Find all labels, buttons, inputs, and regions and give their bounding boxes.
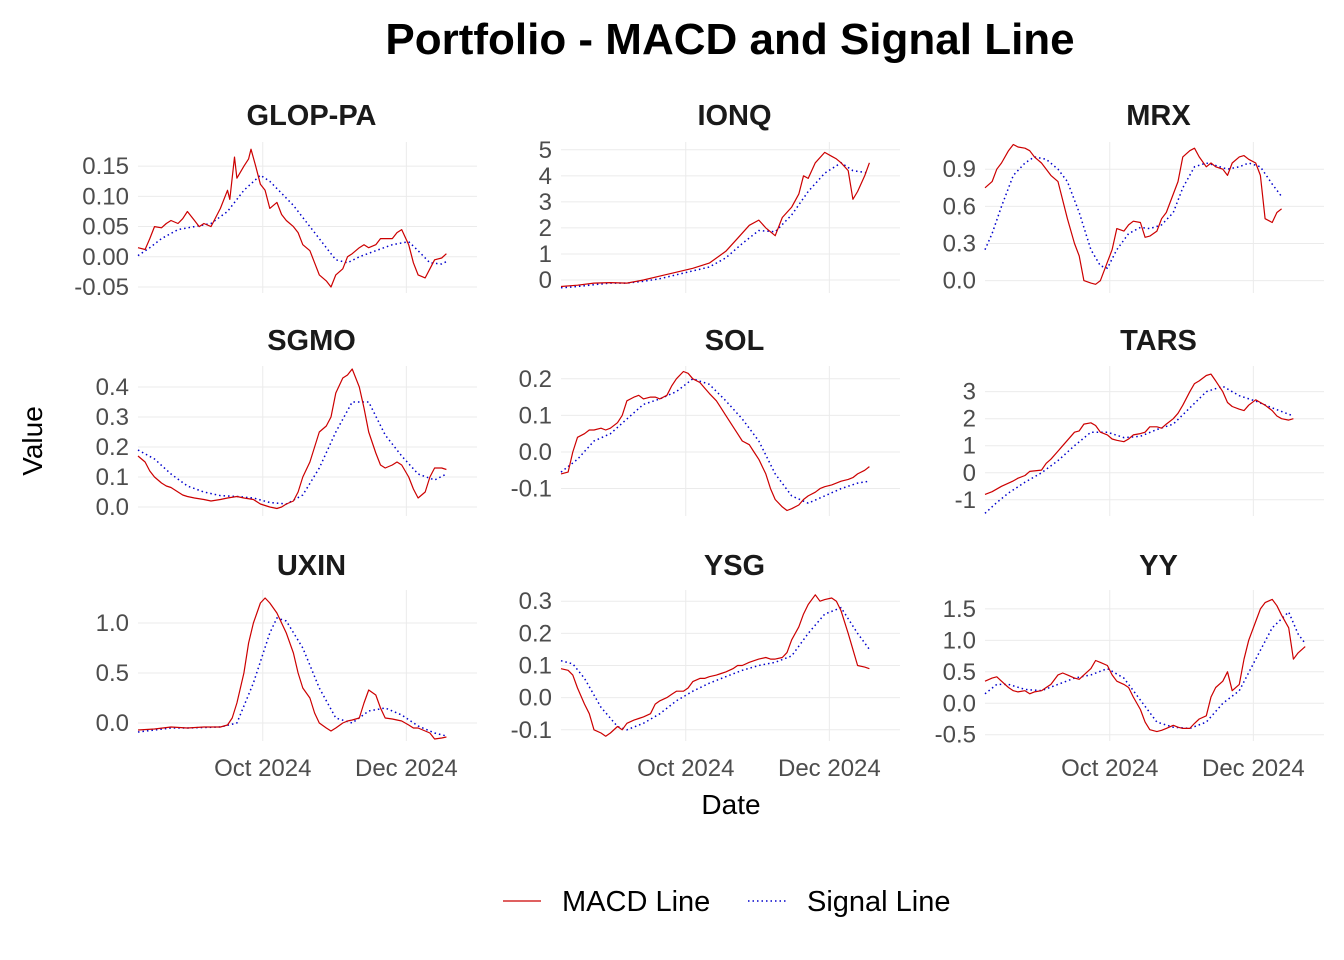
y-tick-label: 5 <box>539 137 552 164</box>
y-tick-label: 0.0 <box>943 690 976 717</box>
macd-line-series <box>560 594 870 737</box>
signal-line-series <box>984 610 1306 730</box>
panel-ysg: -0.1 0.0 0.1 0.2 0.3 YSG Oct 2024 Dec 2024 <box>511 550 900 782</box>
signal-line-series <box>560 161 870 289</box>
y-tick-label: 0.5 <box>96 660 129 687</box>
y-tick-label: 2 <box>539 215 552 242</box>
y-tick-label: 0.2 <box>519 620 552 647</box>
y-tick-label: 0.3 <box>96 404 129 431</box>
panel-title: MRX <box>1126 100 1191 132</box>
y-tick-label: 0.2 <box>519 366 552 393</box>
legend-label-macd: MACD Line <box>562 886 710 918</box>
x-tick-label: Dec 2024 <box>1202 755 1305 782</box>
x-axis-label: Date <box>701 789 760 820</box>
y-tick-label: 0 <box>963 460 976 487</box>
y-tick-label: 0.0 <box>519 685 552 712</box>
y-tick-label: 0.4 <box>96 374 129 401</box>
y-tick-label: 0.05 <box>82 214 129 241</box>
macd-line-series <box>984 143 1282 285</box>
x-tick-label: Dec 2024 <box>778 755 881 782</box>
y-tick-label: 0.3 <box>943 230 976 257</box>
y-tick-label: 1.0 <box>943 627 976 654</box>
y-tick-label: 0.5 <box>943 659 976 686</box>
signal-line-series <box>984 156 1283 270</box>
y-tick-label: 0 <box>539 267 552 294</box>
panel-uxin: 0.0 0.5 1.0 UXIN Oct 2024 Dec 2024 <box>96 550 477 782</box>
panel-glop-pa: -0.05 0.00 0.05 0.10 0.15 GLOP-PA <box>74 100 477 301</box>
macd-line-series <box>137 368 447 510</box>
panel-title: IONQ <box>697 100 771 132</box>
chart-title: Portfolio - MACD and Signal Line <box>385 15 1074 64</box>
signal-line-series <box>560 606 871 731</box>
legend-label-signal: Signal Line <box>807 886 951 918</box>
y-tick-label: 0.15 <box>82 153 129 180</box>
panel-title: SOL <box>705 325 765 357</box>
y-tick-label: 0.9 <box>943 156 976 183</box>
y-tick-label: 3 <box>539 189 552 216</box>
y-tick-label: 0.0 <box>519 439 552 466</box>
panel-sgmo: 0.0 0.1 0.2 0.3 0.4 SGMO <box>96 325 477 521</box>
panel-title: TARS <box>1120 325 1197 357</box>
y-tick-label: 0.1 <box>96 464 129 491</box>
y-tick-label: 0.1 <box>519 402 552 429</box>
y-tick-label: 4 <box>539 163 552 190</box>
macd-line-series <box>984 373 1294 495</box>
x-tick-label: Oct 2024 <box>1061 755 1158 782</box>
signal-line-series <box>560 377 870 505</box>
signal-line-series <box>137 174 447 265</box>
y-tick-label: 0.1 <box>519 653 552 680</box>
signal-line-series <box>137 617 447 737</box>
y-tick-label: -1 <box>955 487 976 514</box>
x-tick-label: Oct 2024 <box>637 755 734 782</box>
y-tick-label: -0.5 <box>935 722 976 749</box>
y-tick-label: 2 <box>963 406 976 433</box>
facet-panels: -0.050.000.050.100.15GLOP-PA012345IONQ0.… <box>74 100 1324 782</box>
y-axis-label: Value <box>17 406 48 476</box>
y-tick-label: 1.0 <box>96 610 129 637</box>
y-tick-label: 0.0 <box>96 710 129 737</box>
panel-mrx: 0.0 0.3 0.6 0.9 MRX <box>943 100 1324 295</box>
y-tick-label: -0.05 <box>74 274 129 301</box>
y-tick-label: -0.1 <box>511 717 552 744</box>
legend: MACD Line Signal Line <box>503 886 951 918</box>
y-tick-label: 0.6 <box>943 193 976 220</box>
y-tick-label: 0.0 <box>943 268 976 295</box>
panel-title: YY <box>1139 550 1178 582</box>
y-tick-label: 0.0 <box>96 494 129 521</box>
x-tick-label: Dec 2024 <box>355 755 458 782</box>
macd-line-series <box>560 151 870 288</box>
panel-sol: -0.1 0.0 0.1 0.2 SOL <box>511 325 900 516</box>
y-tick-label: 1 <box>539 241 552 268</box>
panel-title: GLOP-PA <box>247 100 377 132</box>
signal-line-series <box>984 385 1294 514</box>
panel-yy: -0.5 0.0 0.5 1.0 1.5 YY Oct 2024 Dec 2024 <box>935 550 1324 782</box>
macd-line-series <box>137 148 447 288</box>
y-tick-label: 0.00 <box>82 244 129 271</box>
y-tick-label: 0.10 <box>82 183 129 210</box>
macd-line-series <box>984 598 1306 733</box>
y-tick-label: 0.2 <box>96 434 129 461</box>
y-tick-label: 1 <box>963 433 976 460</box>
panel-title: UXIN <box>277 550 346 582</box>
y-tick-label: -0.1 <box>511 476 552 503</box>
macd-line-series <box>137 597 447 740</box>
y-tick-label: 3 <box>963 379 976 406</box>
y-tick-label: 0.3 <box>519 588 552 615</box>
y-tick-label: 1.5 <box>943 596 976 623</box>
panel-title: YSG <box>704 550 765 582</box>
panel-title: SGMO <box>267 325 356 357</box>
x-tick-label: Oct 2024 <box>214 755 311 782</box>
macd-line-series <box>560 370 870 512</box>
